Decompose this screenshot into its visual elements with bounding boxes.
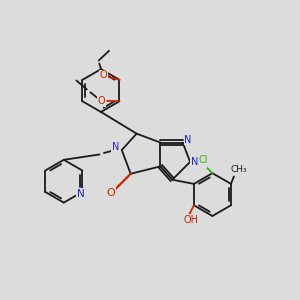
Text: N: N <box>77 189 85 199</box>
Text: CH₃: CH₃ <box>230 164 247 173</box>
Text: OH: OH <box>183 215 198 225</box>
Text: N: N <box>184 135 192 145</box>
Text: O: O <box>98 96 106 106</box>
Text: Cl: Cl <box>199 155 208 165</box>
Text: NH: NH <box>191 157 206 167</box>
Text: O: O <box>106 188 115 198</box>
Text: N: N <box>112 142 119 152</box>
Text: O: O <box>99 70 107 80</box>
